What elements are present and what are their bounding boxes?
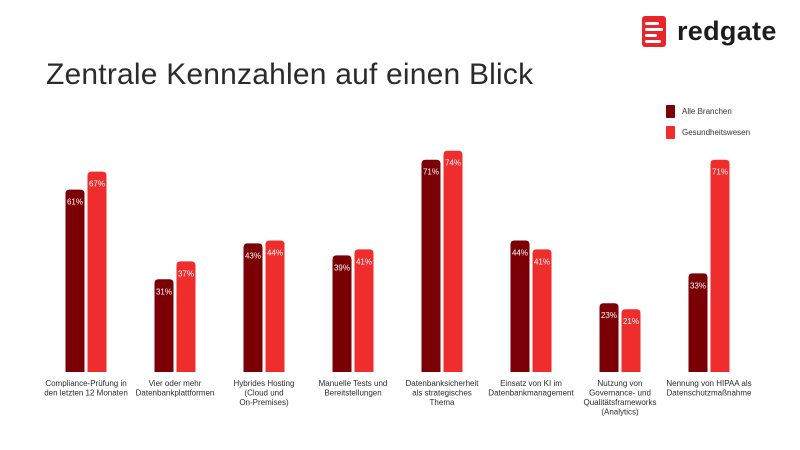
legend-item-alle-branchen: Alle Branchen xyxy=(666,104,750,118)
bar-gesundheitswesen-0 xyxy=(87,171,107,372)
bar-alle-branchen-7 xyxy=(688,273,708,372)
bar-alle-branchen-6 xyxy=(599,303,619,372)
category-label-0-line-0: Compliance-Prüfung in xyxy=(45,379,126,388)
category-label-4: Datenbanksicherheit als strategisches Them… xyxy=(406,379,480,407)
value-label-gesundheitswesen-6: 21% xyxy=(623,317,639,326)
bar-alle-branchen-4 xyxy=(421,159,441,372)
value-label-alle-branchen-5: 44% xyxy=(512,248,528,257)
category-label-1: Vier oder mehr Datenbankplattformen xyxy=(136,379,215,398)
bar-gesundheitswesen-2 xyxy=(265,240,285,372)
category-label-5-line-0: Einsatz von KI im xyxy=(500,379,562,388)
value-label-gesundheitswesen-1: 37% xyxy=(178,269,194,278)
value-label-gesundheitswesen-4: 74% xyxy=(445,159,461,168)
value-label-gesundheitswesen-0: 67% xyxy=(89,180,105,189)
category-label-5: Einsatz von KI im Datenbankmanagement xyxy=(488,379,574,398)
category-label-4-line-0: Datenbanksicherheit xyxy=(406,379,480,388)
legend-label-alle-branchen: Alle Branchen xyxy=(682,106,732,116)
value-label-alle-branchen-6: 23% xyxy=(601,311,617,320)
value-label-gesundheitswesen-7: 71% xyxy=(712,168,728,177)
category-label-7-line-1: Datenschutzmaßnahme xyxy=(667,389,752,398)
category-label-5-line-1: Datenbankmanagement xyxy=(488,389,574,398)
category-label-1-line-0: Vier oder mehr xyxy=(149,379,202,388)
value-label-gesundheitswesen-5: 41% xyxy=(534,257,550,266)
category-label-2-line-0: Hybrides Hosting xyxy=(234,379,295,388)
brand-name: redgate xyxy=(677,16,777,46)
redgate-logo: redgate xyxy=(641,15,786,51)
legend-label-gesundheitswesen: Gesundheitswesen xyxy=(682,127,751,137)
category-label-3-line-0: Manuelle Tests und xyxy=(319,379,388,388)
legend-swatch-alle-branchen xyxy=(666,104,675,118)
bar-gesundheitswesen-3 xyxy=(354,249,374,372)
category-label-7: Nennung von HIPAA als Datenschutzmaßnahme xyxy=(666,379,752,398)
category-label-3: Manuelle Tests und Bereitstellungen xyxy=(319,379,388,398)
category-label-7-line-0: Nennung von HIPAA als xyxy=(666,379,751,388)
category-label-6-line-3: (Analytics) xyxy=(601,408,639,417)
value-label-alle-branchen-1: 31% xyxy=(156,287,172,296)
value-label-alle-branchen-7: 33% xyxy=(690,281,706,290)
bar-alle-branchen-0 xyxy=(65,189,85,372)
bar-gesundheitswesen-5 xyxy=(532,249,552,372)
value-label-alle-branchen-2: 43% xyxy=(245,251,261,260)
bar-gesundheitswesen-1 xyxy=(176,261,196,372)
category-label-2-line-2: On-Premises) xyxy=(239,398,289,407)
value-label-alle-branchen-4: 71% xyxy=(423,168,439,177)
category-label-3-line-1: Bereitstellungen xyxy=(324,389,381,398)
page-title: Zentrale Kennzahlen auf einen Blick xyxy=(46,58,534,91)
value-label-gesundheitswesen-2: 44% xyxy=(267,248,283,257)
bar-alle-branchen-5 xyxy=(510,240,530,372)
category-label-6: Nutzung von Governance- und Qualitätsframe… xyxy=(584,379,657,417)
legend-swatch-gesundheitswesen xyxy=(666,125,675,139)
value-label-alle-branchen-3: 39% xyxy=(334,263,350,272)
bar-gesundheitswesen-7 xyxy=(710,159,730,372)
legend-item-gesundheitswesen: Gesundheitswesen xyxy=(666,125,750,139)
category-label-2-line-1: (Cloud und xyxy=(244,389,283,398)
bar-gesundheitswesen-4 xyxy=(443,150,463,372)
chart-legend: Alle Branchen Gesundheitswesen xyxy=(666,104,750,146)
category-label-6-line-2: Qualitätsframeworks xyxy=(584,398,657,407)
bar-gesundheitswesen-6 xyxy=(621,309,641,372)
category-label-1-line-1: Datenbankplattformen xyxy=(136,389,215,398)
category-label-0: Compliance-Prüfung in den letzten 12 Mona… xyxy=(44,379,128,398)
value-label-alle-branchen-0: 61% xyxy=(67,198,83,207)
category-label-2: Hybrides Hosting (Cloud und On-Premises) xyxy=(234,379,295,407)
bar-alle-branchen-3 xyxy=(332,255,352,372)
category-label-0-line-1: den letzten 12 Monaten xyxy=(44,389,128,398)
category-label-6-line-1: Governance- und xyxy=(589,389,651,398)
category-label-6-line-0: Nutzung von xyxy=(598,379,643,388)
bar-alle-branchen-1 xyxy=(154,279,174,372)
category-label-4-line-1: als strategisches xyxy=(412,389,472,398)
redgate-logo-icon xyxy=(642,16,666,47)
category-label-4-line-2: Thema xyxy=(430,398,455,407)
bar-alle-branchen-2 xyxy=(243,243,263,372)
value-label-gesundheitswesen-3: 41% xyxy=(356,257,372,266)
